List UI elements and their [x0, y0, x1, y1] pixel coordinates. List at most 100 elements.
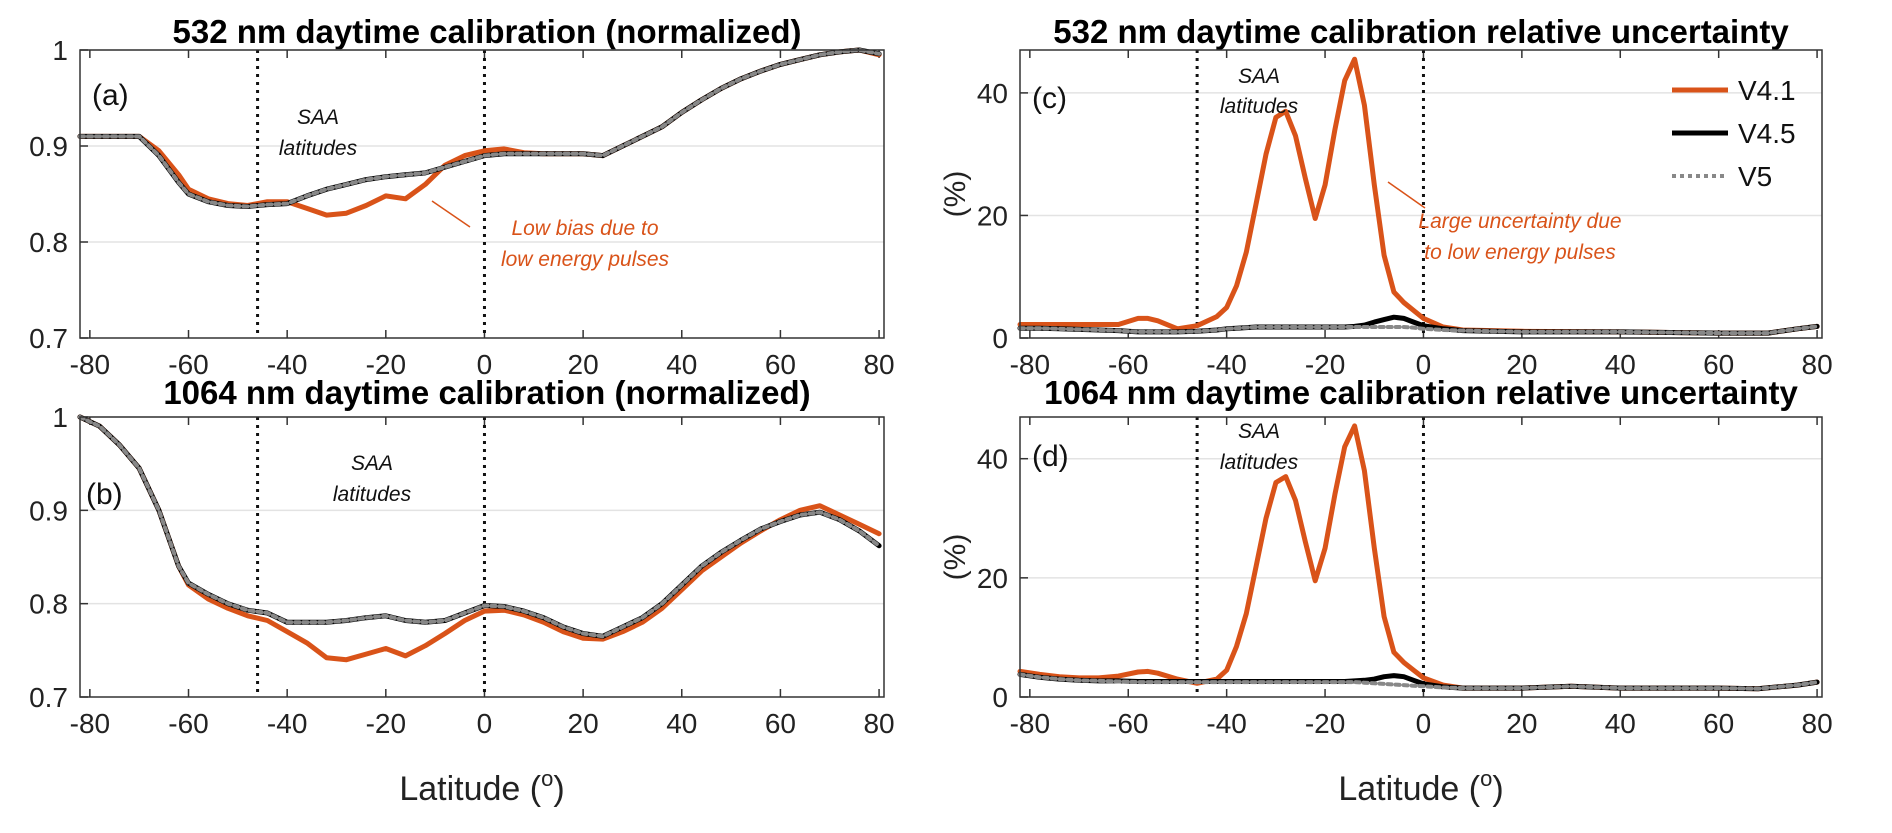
annotation-text: to low energy pulses	[1424, 241, 1616, 264]
saa-region-label: latitudes	[333, 483, 412, 506]
panel-label: (b)	[86, 478, 123, 511]
series-line-V5	[1018, 672, 1820, 691]
x-tick-label: 80	[863, 349, 894, 380]
y-tick-label: 0.7	[29, 682, 68, 713]
x-tick-label: 60	[1703, 708, 1734, 739]
y-tick-label: 40	[977, 78, 1008, 109]
y-axis-label: (%)	[939, 171, 972, 218]
x-tick-label: 0	[477, 708, 493, 739]
x-tick-label: -40	[1206, 349, 1246, 380]
x-tick-label: 20	[1506, 708, 1537, 739]
x-axis-label: Latitude (o)	[399, 766, 564, 808]
legend-label: V4.5	[1738, 118, 1796, 149]
panel-label: (a)	[92, 79, 129, 112]
y-tick-label: 1	[52, 402, 68, 433]
x-tick-label: -80	[1010, 349, 1050, 380]
x-tick-label: 60	[765, 349, 796, 380]
x-tick-label: 40	[666, 349, 697, 380]
plot-area	[80, 50, 884, 338]
annotation-leader-line	[431, 200, 471, 228]
panel-title: 1064 nm daytime calibration (normalized)	[163, 374, 810, 411]
plot-area	[1020, 417, 1822, 697]
plot-area	[1020, 50, 1822, 338]
axes-frame	[79, 416, 885, 698]
x-tick-label: 20	[568, 349, 599, 380]
panel-title: 1064 nm daytime calibration relative unc…	[1044, 374, 1798, 411]
y-tick-label: 0.8	[29, 589, 68, 620]
saa-region-label: SAA	[1238, 420, 1280, 443]
x-tick-label: -40	[267, 349, 307, 380]
x-tick-label: 20	[568, 708, 599, 739]
x-tick-label: 80	[863, 708, 894, 739]
x-axis-label-superscript: o	[1480, 766, 1492, 791]
x-tick-label: -20	[366, 708, 406, 739]
x-tick-label: 20	[1506, 349, 1537, 380]
y-tick-label: 20	[977, 563, 1008, 594]
panel-title: 532 nm daytime calibration (normalized)	[173, 13, 802, 50]
legend-label: V4.1	[1738, 75, 1796, 106]
annotation-text: Large uncertainty due	[1418, 210, 1621, 233]
plot-area	[80, 417, 884, 697]
x-tick-label: 0	[1416, 708, 1432, 739]
y-tick-label: 40	[977, 444, 1008, 475]
saa-region-label: latitudes	[279, 137, 358, 160]
saa-region-label: SAA	[297, 106, 339, 129]
saa-region-label: SAA	[1238, 65, 1280, 88]
y-tick-label: 0.9	[29, 131, 68, 162]
x-tick-label: -40	[267, 708, 307, 739]
x-axis-label: Latitude (o)	[1338, 766, 1503, 808]
panel-label: (d)	[1032, 440, 1069, 473]
annotation-text: low energy pulses	[501, 248, 670, 271]
axes-frame	[79, 49, 885, 339]
x-tick-label: -60	[168, 708, 208, 739]
x-axis-label-close: )	[553, 770, 564, 808]
x-tick-label: 40	[1605, 349, 1636, 380]
x-tick-label: 40	[666, 708, 697, 739]
panel-label: (c)	[1032, 82, 1067, 115]
x-tick-label: 40	[1605, 708, 1636, 739]
series-line-V5	[78, 48, 882, 209]
x-axis-label-close: )	[1492, 770, 1503, 808]
x-tick-label: 0	[477, 349, 493, 380]
y-axis-label: (%)	[939, 534, 972, 581]
x-tick-label: -20	[1305, 349, 1345, 380]
annotation-leader-line	[1387, 181, 1426, 209]
x-tick-label: -60	[1108, 349, 1148, 380]
x-tick-label: 80	[1802, 708, 1833, 739]
x-tick-label: 60	[765, 708, 796, 739]
x-tick-label: -60	[1108, 708, 1148, 739]
x-tick-label: 80	[1802, 349, 1833, 380]
x-tick-label: -80	[70, 708, 110, 739]
y-tick-label: 1	[52, 35, 68, 66]
panel-title: 532 nm daytime calibration relative unce…	[1053, 13, 1789, 50]
saa-region-label: SAA	[351, 452, 393, 475]
x-tick-label: -60	[168, 349, 208, 380]
x-tick-label: -80	[1010, 708, 1050, 739]
x-axis-label-main: Latitude (	[1338, 770, 1480, 808]
legend-label: V5	[1738, 161, 1772, 192]
x-axis-label-superscript: o	[541, 766, 553, 791]
saa-region-label: latitudes	[1220, 95, 1299, 118]
y-tick-label: 0.7	[29, 323, 68, 354]
x-tick-label: -20	[1305, 708, 1345, 739]
x-tick-label: -80	[70, 349, 110, 380]
x-axis-label-main: Latitude (	[399, 770, 541, 808]
panel-b: 1064 nm daytime calibration (normalized)…	[29, 374, 895, 808]
panel-a: 532 nm daytime calibration (normalized) 0…	[29, 13, 895, 380]
x-tick-label: 60	[1703, 349, 1734, 380]
legend: V4.1 V4.5 V5	[1672, 75, 1796, 192]
x-tick-label: -40	[1206, 708, 1246, 739]
panel-d: 1064 nm daytime calibration relative unc…	[939, 374, 1833, 808]
x-tick-label: 0	[1416, 349, 1432, 380]
axes-frame	[1019, 416, 1823, 698]
panel-c: 532 nm daytime calibration relative unce…	[939, 13, 1833, 380]
y-tick-label: 0	[992, 682, 1008, 713]
series-line-V5	[78, 415, 882, 639]
saa-region-label: latitudes	[1220, 451, 1299, 474]
y-tick-label: 0.8	[29, 227, 68, 258]
x-tick-label: -20	[366, 349, 406, 380]
axes-frame	[1019, 49, 1823, 339]
annotation-text: Low bias due to	[511, 217, 658, 240]
y-tick-label: 20	[977, 200, 1008, 231]
